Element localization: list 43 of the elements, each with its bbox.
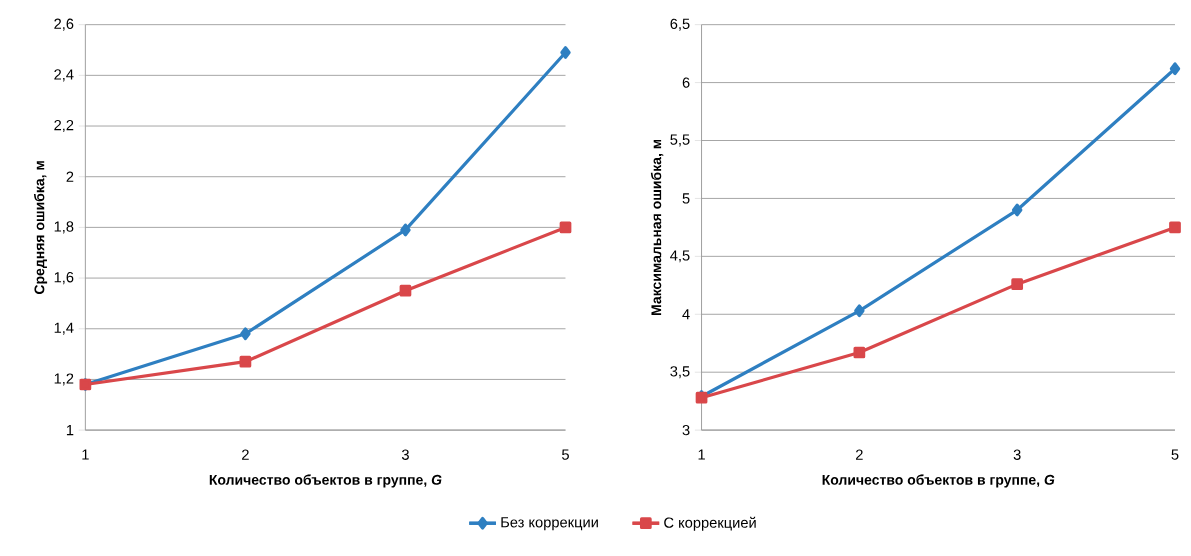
y-tick-label: 1,4: [54, 322, 74, 335]
y-tick-label: 1,2: [54, 373, 74, 386]
point: [1169, 221, 1181, 234]
point: [400, 223, 411, 237]
x-axis-title: Количество объектов в группе, G: [822, 474, 1055, 488]
point: [399, 284, 412, 297]
point: [853, 346, 866, 359]
x-tick-label: 1: [82, 449, 89, 460]
y-tick-label: 2,2: [54, 119, 74, 133]
x-tick-label: 3: [1013, 449, 1021, 460]
y-tick-label: 5: [682, 193, 690, 204]
y-axis-title: Максимальная ошибка, м: [650, 139, 664, 315]
x-axis-title: Количество объектов в группе, G: [209, 474, 442, 488]
y-tick-label: 1,8: [54, 221, 74, 234]
y-tick-label: 4,5: [670, 250, 690, 263]
legend-label: С коррекцией: [664, 516, 756, 531]
x-tick-label: 2: [242, 449, 249, 460]
point: [239, 355, 252, 368]
legend-label: Без коррекции: [501, 517, 598, 531]
point: [1011, 278, 1024, 290]
y-axis-title: Средняя ошибка, м: [33, 161, 48, 294]
x-tick-label: 5: [1171, 449, 1179, 460]
point: [854, 304, 865, 318]
point: [1169, 62, 1181, 76]
y-tick-label: 6: [682, 77, 690, 88]
point: [1011, 203, 1023, 217]
y-tick-label: 2: [66, 171, 74, 182]
x-tick-label: 3: [401, 449, 409, 460]
x-tick-label: 5: [562, 449, 569, 460]
x-tick-label: 2: [856, 449, 863, 460]
point: [559, 221, 572, 234]
y-tick-label: 3,5: [670, 366, 690, 379]
y-tick-label: 2,6: [54, 18, 74, 31]
y-tick-label: 3: [682, 424, 690, 436]
y-tick-label: 5,5: [670, 134, 690, 147]
y-tick-label: 2,4: [54, 69, 74, 82]
point: [560, 46, 571, 59]
y-tick-label: 1,6: [54, 271, 74, 285]
y-tick-label: 4: [682, 309, 690, 320]
y-tick-label: 1: [66, 425, 74, 436]
x-tick-label: 1: [698, 449, 705, 460]
y-tick-label: 6,5: [670, 18, 690, 31]
point: [240, 327, 251, 341]
